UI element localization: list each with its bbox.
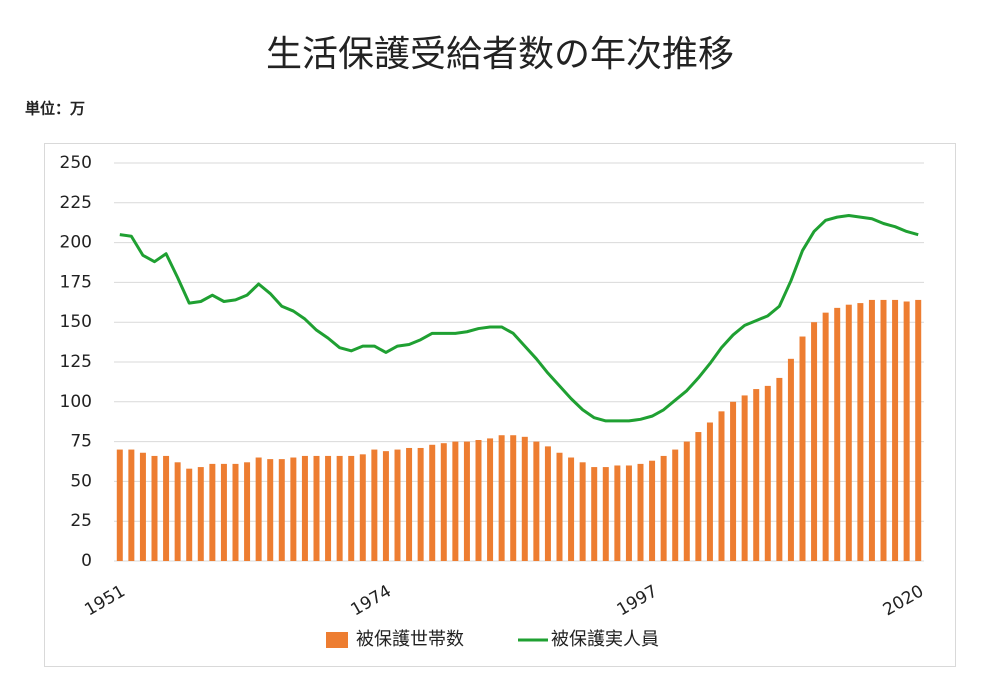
- bar: [591, 467, 598, 561]
- y-tick-label: 100: [60, 392, 92, 412]
- unit-label: 単位：万: [25, 100, 85, 118]
- bar: [417, 447, 424, 561]
- bar: [880, 299, 887, 561]
- bar: [753, 389, 760, 561]
- bar: [278, 459, 285, 561]
- legend-label: 被保護実人員: [551, 629, 659, 650]
- bar: [429, 444, 436, 561]
- x-tick-label: 1997: [614, 581, 661, 620]
- y-tick-label: 175: [60, 272, 92, 292]
- bar: [463, 441, 470, 561]
- bar: [475, 440, 482, 561]
- bar: [510, 435, 517, 561]
- y-tick-label: 200: [60, 233, 92, 253]
- legend-label: 被保護世帯数: [356, 629, 464, 650]
- x-tick-label: 1951: [81, 581, 128, 620]
- bar: [533, 441, 540, 561]
- bar: [915, 299, 922, 561]
- bar: [163, 455, 170, 561]
- bar: [568, 457, 575, 561]
- bar: [128, 449, 135, 561]
- bar: [151, 455, 158, 561]
- bar: [267, 459, 274, 561]
- bar: [892, 299, 899, 561]
- y-tick-label: 125: [60, 352, 92, 372]
- bar: [348, 455, 355, 561]
- bar: [799, 336, 806, 561]
- legend-swatch: [326, 632, 348, 648]
- bar: [903, 301, 910, 561]
- bar: [637, 463, 644, 561]
- bar: [521, 436, 528, 561]
- bar: [683, 441, 690, 561]
- bar: [741, 395, 748, 561]
- bar: [822, 312, 829, 561]
- bar: [845, 304, 852, 561]
- bar: [695, 432, 702, 561]
- bar: [706, 422, 713, 561]
- line: [119, 214, 919, 423]
- bar: [197, 467, 204, 561]
- bar: [718, 411, 725, 561]
- bar: [139, 452, 146, 561]
- bar: [220, 463, 227, 561]
- bar: [232, 463, 239, 561]
- bar: [776, 377, 783, 561]
- bar: [660, 455, 667, 561]
- bar: [787, 358, 794, 561]
- bar: [186, 468, 193, 561]
- bar: [255, 457, 262, 561]
- bar: [406, 447, 413, 561]
- y-tick-label: 250: [60, 153, 92, 173]
- bar: [614, 465, 621, 561]
- y-tick-label: 225: [60, 193, 92, 213]
- bar: [649, 460, 656, 561]
- bar: [730, 401, 737, 561]
- bar: [325, 455, 332, 561]
- bar: [359, 454, 366, 561]
- chart-frame: [44, 143, 956, 667]
- bar: [857, 303, 864, 561]
- bar: [394, 449, 401, 561]
- bar: [313, 455, 320, 561]
- y-tick-label: 150: [60, 312, 92, 332]
- chart-title: 生活保護受給者数の年次推移: [266, 34, 734, 75]
- y-tick-label: 75: [70, 432, 92, 452]
- bar: [625, 465, 632, 561]
- bar: [244, 462, 251, 561]
- bar: [382, 451, 389, 561]
- bar: [672, 449, 679, 561]
- bar: [764, 385, 771, 561]
- bar: [174, 462, 181, 561]
- bar: [440, 443, 447, 561]
- y-tick-label: 25: [70, 511, 92, 531]
- bar: [336, 455, 343, 561]
- bar: [301, 455, 308, 561]
- bar: [116, 449, 123, 561]
- bar: [290, 457, 297, 561]
- x-tick-label: 2020: [880, 581, 927, 620]
- y-tick-label: 50: [70, 471, 92, 491]
- bar: [452, 441, 459, 561]
- bar: [498, 435, 505, 561]
- y-tick-label: 0: [81, 551, 92, 571]
- bar: [487, 438, 494, 561]
- bar: [834, 307, 841, 561]
- bar: [811, 322, 818, 561]
- bar: [602, 467, 609, 561]
- bar: [544, 446, 551, 561]
- x-tick-label: 1974: [347, 581, 394, 620]
- bar: [579, 462, 586, 561]
- bar: [371, 449, 378, 561]
- bar: [868, 299, 875, 561]
- bar: [556, 452, 563, 561]
- bar: [209, 463, 216, 561]
